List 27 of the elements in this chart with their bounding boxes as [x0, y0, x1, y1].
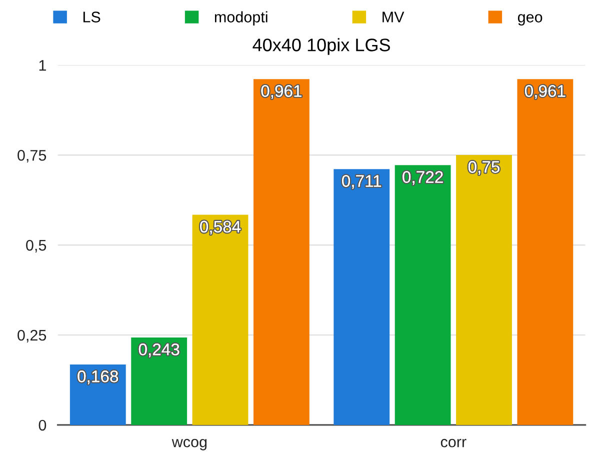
data-label: 0,961: [524, 85, 566, 99]
data-label: 0,722: [402, 171, 443, 185]
data-label: 0,961: [261, 85, 302, 99]
y-tick-label: 0: [38, 420, 46, 431]
chart-title: 40x40 10pix LGS: [252, 38, 390, 55]
data-label: 0,584: [200, 220, 241, 235]
y-tick-label: 0,75: [18, 150, 46, 163]
bar: [456, 155, 512, 425]
bar: [131, 338, 188, 425]
y-tick-label: 0,25: [18, 330, 46, 342]
data-label: 0,168: [78, 370, 118, 384]
x-tick-label: wcog: [172, 438, 207, 450]
legend-label: LS: [83, 12, 100, 22]
y-tick-label: 0,5: [26, 240, 46, 253]
data-label: 0,711: [342, 175, 382, 189]
data-label: 0,75: [468, 161, 500, 175]
bar: [517, 79, 574, 425]
y-tick-label: 1: [39, 60, 46, 71]
legend-label: modopti: [214, 11, 268, 26]
legend-label: MV: [382, 12, 404, 22]
bar: [394, 165, 451, 425]
x-tick-label: corr: [440, 438, 466, 448]
bar: [334, 169, 390, 425]
data-label: 0,243: [138, 344, 180, 358]
bar: [192, 214, 248, 425]
legend-label: geo: [518, 14, 542, 26]
bar: [254, 79, 310, 425]
